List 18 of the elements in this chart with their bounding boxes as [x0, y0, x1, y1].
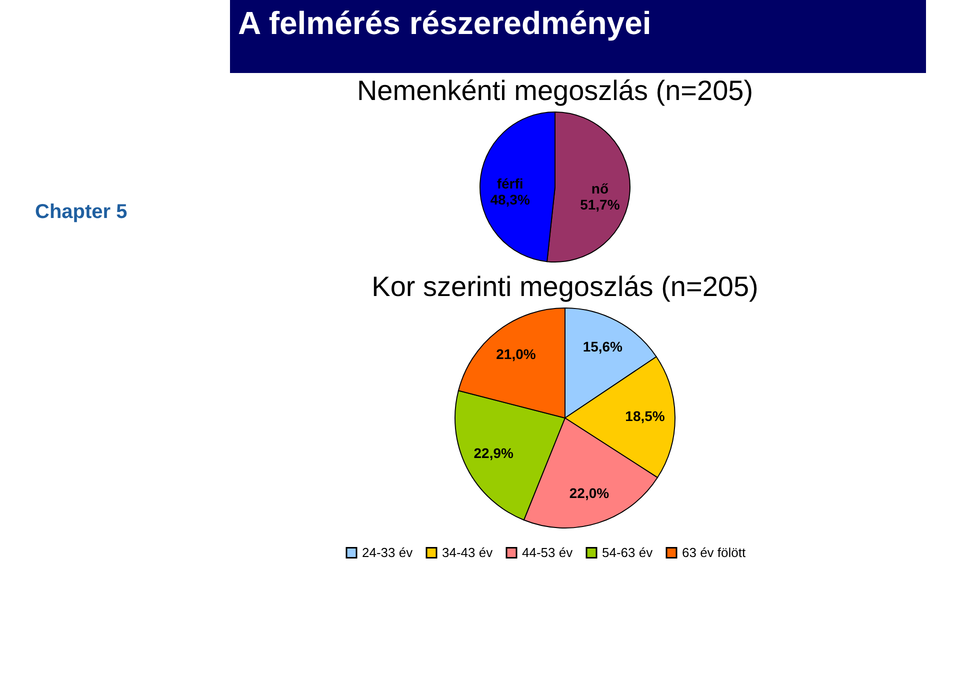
chart-title: Kor szerinti megoszlás (n=205) [372, 271, 758, 302]
legend-label: 63 év fölött [682, 544, 746, 560]
data-label: 15,6% [582, 338, 624, 354]
slice-label: férfi [496, 176, 524, 192]
data-label: 22,9% [474, 445, 514, 462]
text: A felmérés részeredményei [238, 5, 652, 41]
legend-label: 44-53 év [522, 544, 574, 560]
data-label: 21,0% [496, 346, 536, 362]
legend-label: 54-63 év [602, 544, 654, 560]
legend-label: 34-43 év [442, 544, 494, 560]
data-label: 48,3% [490, 192, 530, 208]
data-label: 51,7% [580, 196, 620, 212]
slice-label: nő [591, 180, 608, 196]
data-label: 22,0% [569, 485, 610, 502]
legend-label: 24-33 év [362, 544, 414, 560]
text: Chapter 5 [35, 201, 128, 223]
chart-title: Nemenkénti megoszlás (n=205) [356, 75, 754, 106]
data-label: 18,5% [625, 408, 666, 424]
